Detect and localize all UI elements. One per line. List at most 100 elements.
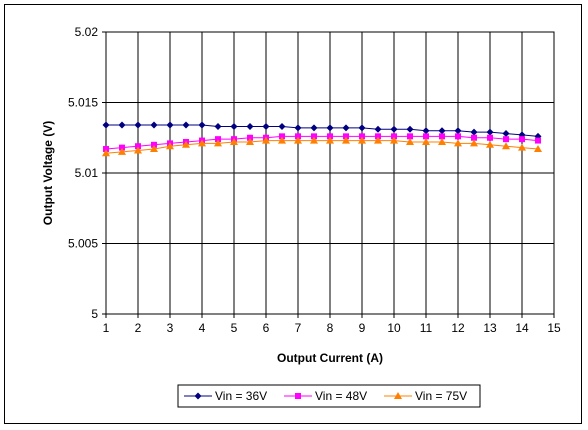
data-point (295, 133, 301, 140)
data-point (358, 124, 366, 132)
data-point (454, 127, 462, 135)
data-point (150, 145, 158, 153)
data-point (391, 133, 397, 140)
x-tick-label: 3 (167, 321, 174, 335)
legend-entry: Vin = 75V (384, 389, 467, 403)
y-axis-title: Output Voltage (V) (41, 121, 55, 225)
y-tick-label: 5.02 (75, 25, 99, 39)
data-point (327, 133, 333, 140)
data-point (119, 144, 125, 151)
data-point (102, 149, 110, 157)
data-point (262, 136, 270, 144)
data-point (247, 134, 253, 141)
data-point (198, 139, 206, 147)
data-point (359, 133, 365, 140)
y-tick-label: 5.005 (68, 237, 98, 251)
legend-label: Vin = 75V (415, 389, 467, 403)
data-point (518, 143, 526, 151)
data-point (215, 136, 221, 143)
data-point (118, 147, 126, 155)
data-point (326, 136, 334, 144)
data-point (246, 122, 254, 130)
data-point (182, 121, 190, 129)
data-point (198, 121, 206, 129)
data-point (166, 121, 174, 129)
data-point (374, 136, 382, 144)
series-line (105, 140, 539, 154)
data-point (118, 121, 126, 129)
data-point (423, 133, 429, 140)
data-point (135, 143, 141, 150)
x-tick-label: 11 (420, 321, 433, 335)
data-point (390, 125, 398, 133)
data-point (535, 137, 541, 144)
data-point (342, 136, 350, 144)
data-point (102, 121, 110, 129)
data-point (278, 136, 286, 144)
data-point (439, 133, 445, 140)
legend-box (177, 384, 481, 408)
data-point (375, 133, 381, 140)
series-line (105, 135, 539, 150)
data-point (182, 140, 190, 148)
data-point (151, 141, 157, 148)
data-point (214, 122, 222, 130)
y-tick-label: 5.01 (75, 166, 99, 180)
series-3 (102, 136, 542, 157)
data-point (230, 122, 238, 130)
data-point (326, 124, 334, 132)
x-tick-label: 4 (199, 321, 206, 335)
data-point (390, 136, 398, 144)
data-point (134, 146, 142, 154)
data-point (103, 146, 109, 153)
data-point (342, 124, 350, 132)
data-point (166, 142, 174, 150)
data-point (343, 133, 349, 140)
x-tick-label: 10 (387, 321, 401, 335)
legend-label: Vin = 36V (215, 389, 267, 403)
legend-marker (394, 392, 402, 399)
data-point (358, 136, 366, 144)
x-tick-label: 13 (483, 321, 497, 335)
x-tick-label: 9 (359, 321, 366, 335)
data-point (230, 137, 238, 145)
data-point (406, 137, 414, 145)
y-tick-label: 5.015 (68, 96, 98, 110)
legend-entry: Vin = 36V (184, 389, 267, 403)
data-point (519, 136, 525, 143)
data-point (262, 122, 270, 130)
data-point (487, 134, 493, 141)
data-point (502, 130, 510, 138)
x-axis-title: Output Current (A) (277, 351, 383, 365)
legend-entry: Vin = 48V (284, 389, 367, 403)
legend-label: Vin = 48V (315, 389, 367, 403)
data-point (470, 139, 478, 147)
x-tick-label: 15 (547, 321, 561, 335)
legend-marker (295, 393, 301, 399)
x-tick-label: 14 (515, 321, 529, 335)
series-1 (102, 121, 542, 140)
data-point (503, 136, 509, 143)
data-point (438, 127, 446, 135)
data-point (422, 137, 430, 145)
x-tick-label: 5 (231, 321, 238, 335)
data-point (454, 139, 462, 147)
data-point (534, 145, 542, 153)
data-point (311, 133, 317, 140)
data-point (455, 133, 461, 140)
x-tick-label: 2 (135, 321, 142, 335)
legend-marker (194, 392, 202, 400)
data-point (278, 122, 286, 130)
series-line (106, 124, 539, 137)
data-point (486, 128, 494, 136)
data-point (502, 142, 510, 150)
data-point (294, 124, 302, 132)
x-tick-label: 7 (295, 321, 302, 335)
legend: Vin = 36V Vin = 48V Vin = 75V (184, 389, 467, 403)
data-point (471, 134, 477, 141)
y-tick-label: 5 (91, 307, 98, 321)
data-point (486, 140, 494, 148)
data-point (150, 121, 158, 129)
